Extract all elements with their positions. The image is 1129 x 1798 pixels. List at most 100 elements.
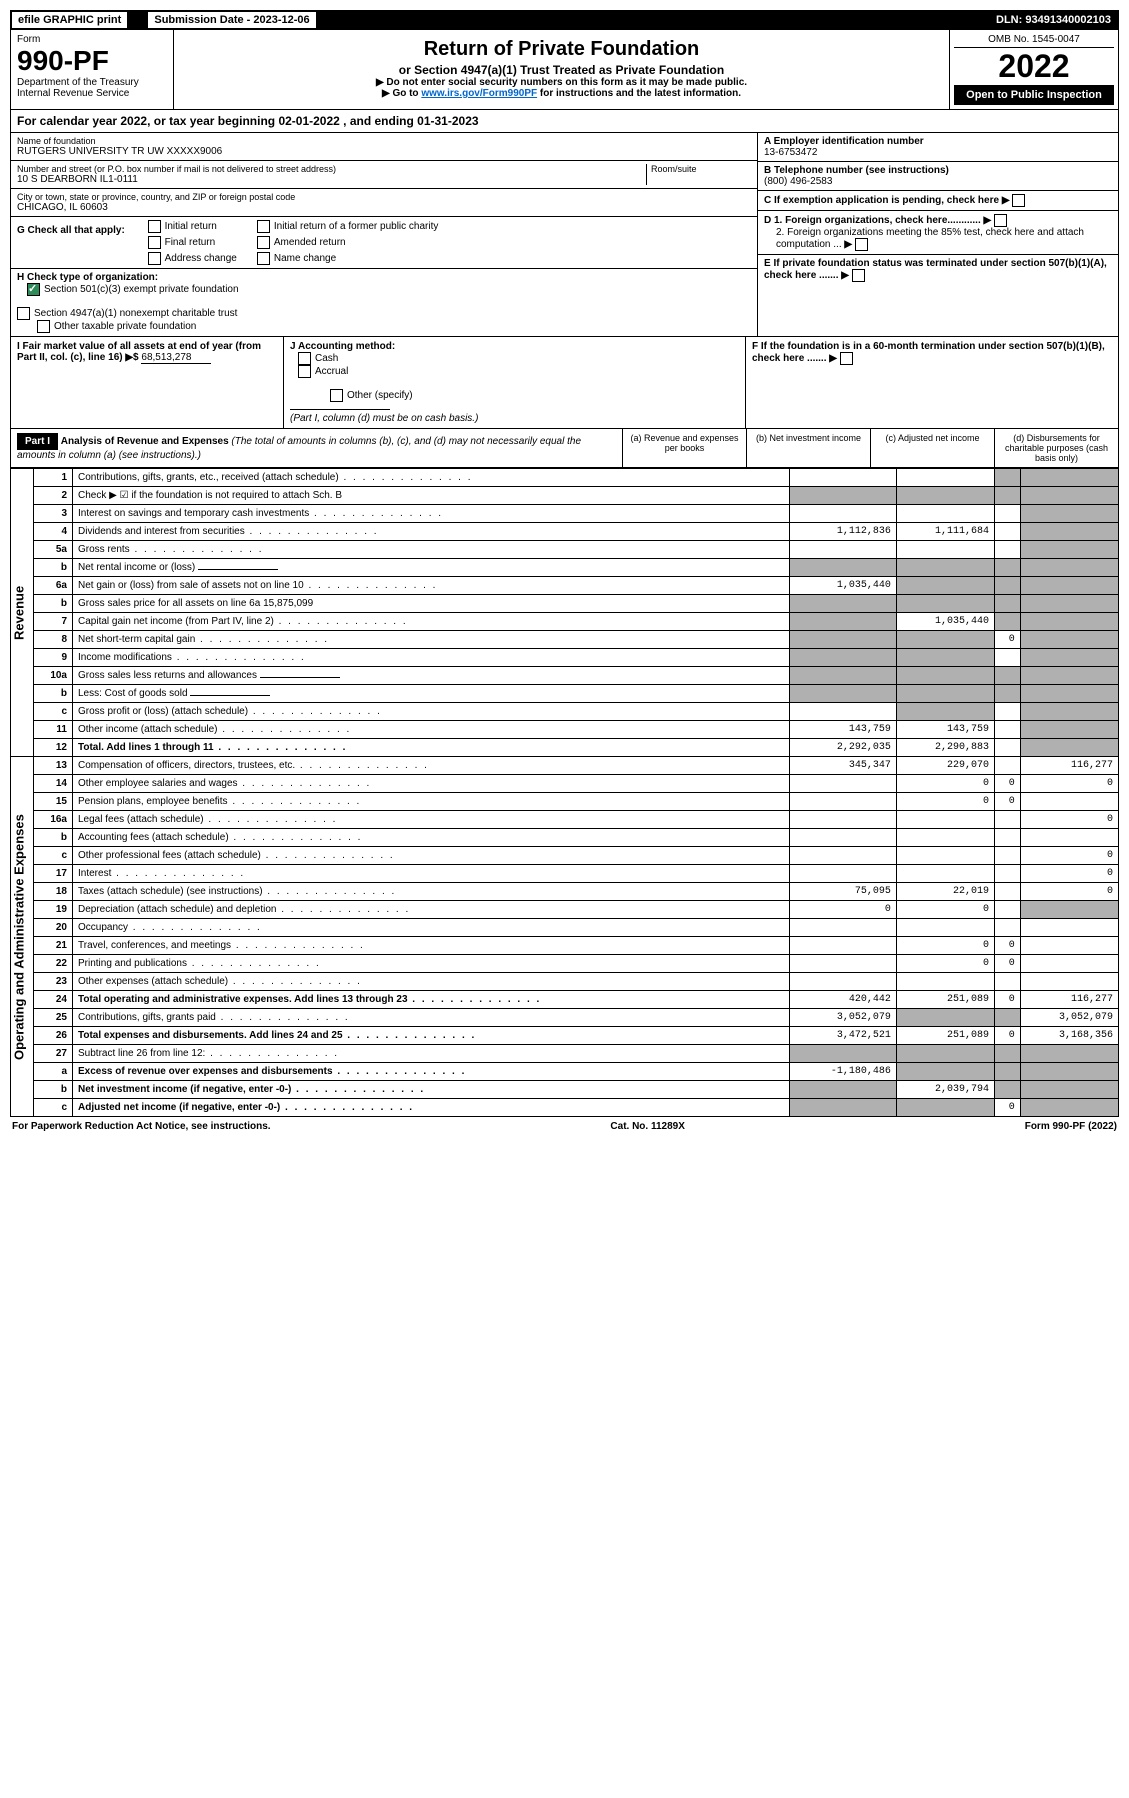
- j-other-checkbox[interactable]: [330, 389, 343, 402]
- line-number: 15: [34, 793, 73, 811]
- instr-2-post: for instructions and the latest informat…: [537, 88, 741, 99]
- j-cell: J Accounting method: Cash Accrual Other …: [284, 337, 746, 428]
- table-cell: [789, 1045, 896, 1063]
- line-number: 4: [34, 523, 73, 541]
- line-number: 18: [34, 883, 73, 901]
- address-change-checkbox[interactable]: [148, 252, 161, 265]
- table-cell: [789, 631, 896, 649]
- table-row: 21Travel, conferences, and meetings00: [11, 937, 1119, 955]
- table-row: 15Pension plans, employee benefits00: [11, 793, 1119, 811]
- line-number: 12: [34, 739, 73, 757]
- line-number: b: [34, 1081, 73, 1099]
- part1-title: Analysis of Revenue and Expenses: [61, 436, 229, 447]
- form-link[interactable]: www.irs.gov/Form990PF: [421, 88, 537, 99]
- table-cell: [896, 505, 994, 523]
- g-opt-0: Initial return: [165, 221, 217, 232]
- table-cell: [896, 649, 994, 667]
- table-cell: [1020, 1081, 1118, 1099]
- part1-badge: Part I: [17, 433, 58, 450]
- col-d-head: (d) Disbursements for charitable purpose…: [994, 429, 1118, 467]
- line-description: Subtract line 26 from line 12:: [73, 1045, 790, 1063]
- footer-right: Form 990-PF (2022): [1025, 1121, 1117, 1132]
- table-cell: [789, 1081, 896, 1099]
- phone-label: B Telephone number (see instructions): [764, 165, 1112, 176]
- line-number: 27: [34, 1045, 73, 1063]
- section-label: Operating and Administrative Expenses: [11, 757, 34, 1117]
- table-cell: 0: [1020, 865, 1118, 883]
- e-checkbox[interactable]: [852, 269, 865, 282]
- table-cell: [995, 541, 1021, 559]
- table-cell: [1020, 595, 1118, 613]
- line-number: 20: [34, 919, 73, 937]
- d2-checkbox[interactable]: [855, 238, 868, 251]
- table-cell: [1020, 919, 1118, 937]
- table-cell: 143,759: [896, 721, 994, 739]
- table-cell: 345,347: [789, 757, 896, 775]
- addr-label: Number and street (or P.O. box number if…: [17, 164, 646, 174]
- line-number: 9: [34, 649, 73, 667]
- table-cell: [1020, 1099, 1118, 1117]
- line-description: Interest: [73, 865, 790, 883]
- table-cell: 0: [896, 793, 994, 811]
- table-row: cGross profit or (loss) (attach schedule…: [11, 703, 1119, 721]
- line-number: 13: [34, 757, 73, 775]
- line-description: Gross sales less returns and allowances: [73, 667, 790, 685]
- f-label: F If the foundation is in a 60-month ter…: [752, 341, 1105, 364]
- table-cell: [789, 685, 896, 703]
- table-cell: [1020, 667, 1118, 685]
- d1-checkbox[interactable]: [994, 214, 1007, 227]
- j-accrual-checkbox[interactable]: [298, 365, 311, 378]
- table-cell: [896, 667, 994, 685]
- table-cell: 116,277: [1020, 757, 1118, 775]
- h-4947-label: Section 4947(a)(1) nonexempt charitable …: [34, 308, 237, 319]
- header-left: Form 990-PF Department of the Treasury I…: [11, 30, 174, 109]
- table-cell: [1020, 793, 1118, 811]
- j-cash-checkbox[interactable]: [298, 352, 311, 365]
- line-number: 26: [34, 1027, 73, 1045]
- table-cell: 22,019: [896, 883, 994, 901]
- table-cell: [995, 523, 1021, 541]
- line-number: 14: [34, 775, 73, 793]
- table-cell: [995, 505, 1021, 523]
- h-other-checkbox[interactable]: [37, 320, 50, 333]
- header-right: OMB No. 1545-0047 2022 Open to Public In…: [949, 30, 1118, 109]
- amended-return-checkbox[interactable]: [257, 236, 270, 249]
- line-description: Contributions, gifts, grants, etc., rece…: [73, 469, 790, 487]
- table-cell: [896, 1099, 994, 1117]
- j-label: J Accounting method:: [290, 341, 395, 352]
- former-public-checkbox[interactable]: [257, 220, 270, 233]
- line-number: a: [34, 1063, 73, 1081]
- c-checkbox[interactable]: [1012, 194, 1025, 207]
- h-501c3-checkbox[interactable]: [27, 283, 40, 296]
- ijf-row: I Fair market value of all assets at end…: [10, 337, 1119, 429]
- table-cell: 2,290,883: [896, 739, 994, 757]
- name-label: Name of foundation: [17, 136, 751, 146]
- table-row: 25Contributions, gifts, grants paid3,052…: [11, 1009, 1119, 1027]
- g-check-cell: G Check all that apply: Initial return F…: [11, 217, 757, 269]
- table-row: cOther professional fees (attach schedul…: [11, 847, 1119, 865]
- table-cell: [995, 739, 1021, 757]
- name-change-checkbox[interactable]: [257, 252, 270, 265]
- table-cell: 1,111,684: [896, 523, 994, 541]
- table-cell: [789, 469, 896, 487]
- table-row: 11Other income (attach schedule)143,7591…: [11, 721, 1119, 739]
- table-row: 6aNet gain or (loss) from sale of assets…: [11, 577, 1119, 595]
- initial-return-checkbox[interactable]: [148, 220, 161, 233]
- line-description: Printing and publications: [73, 955, 790, 973]
- table-cell: 3,052,079: [789, 1009, 896, 1027]
- table-cell: 251,089: [896, 991, 994, 1009]
- line-description: Gross rents: [73, 541, 790, 559]
- final-return-checkbox[interactable]: [148, 236, 161, 249]
- table-cell: [789, 559, 896, 577]
- f-checkbox[interactable]: [840, 352, 853, 365]
- table-cell: [995, 919, 1021, 937]
- part1-desc-cell: Part I Analysis of Revenue and Expenses …: [11, 429, 622, 467]
- table-cell: 3,472,521: [789, 1027, 896, 1045]
- submission-date-bg: [129, 12, 144, 28]
- h-4947-checkbox[interactable]: [17, 307, 30, 320]
- line-number: 5a: [34, 541, 73, 559]
- line-description: Accounting fees (attach schedule): [73, 829, 790, 847]
- table-cell: [1020, 739, 1118, 757]
- table-cell: [896, 811, 994, 829]
- d2-label: 2. Foreign organizations meeting the 85%…: [776, 227, 1084, 250]
